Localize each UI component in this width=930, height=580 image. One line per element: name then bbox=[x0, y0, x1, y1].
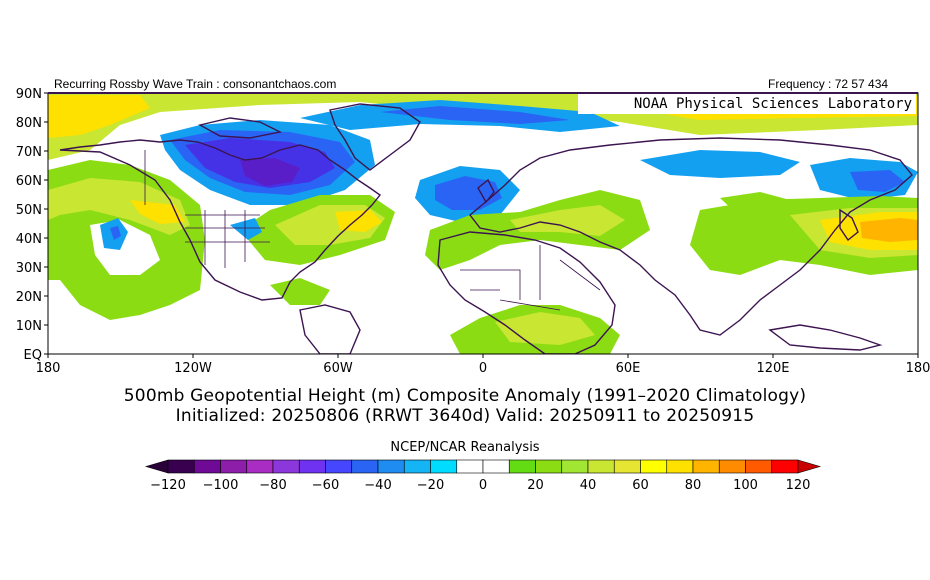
colorbar-tick-label: −60 bbox=[312, 478, 339, 493]
colorbar-swatch bbox=[718, 459, 746, 474]
colorbar-tick-label: −20 bbox=[417, 478, 444, 493]
colorbar-swatch bbox=[771, 459, 799, 474]
neg-pacific-small-core bbox=[110, 226, 121, 240]
lat-label: 80N bbox=[16, 116, 42, 131]
title-line-1: 500mb Geopotential Height (m) Composite … bbox=[123, 386, 807, 406]
colorbar-swatch bbox=[613, 459, 641, 474]
colorbar-swatch bbox=[430, 459, 458, 474]
colorbar-swatch bbox=[745, 459, 773, 474]
colorbar-under-arrow bbox=[144, 459, 169, 474]
colorbar-tick-label: 40 bbox=[580, 478, 597, 493]
pos-siberia-north bbox=[720, 192, 790, 212]
pos-caribbean bbox=[270, 278, 330, 305]
header-frequency: Frequency : 72 57 434 bbox=[768, 77, 889, 91]
coast-uk bbox=[477, 178, 495, 204]
lon-label: 60W bbox=[323, 361, 353, 376]
coast-north-america bbox=[59, 139, 382, 301]
colorbar-swatch bbox=[351, 459, 379, 474]
colorbar-swatch bbox=[403, 459, 431, 474]
colorbar: −120 −100 −80 −60 −40 −20 0 20 40 60 80 100 120 bbox=[144, 459, 822, 493]
pos-pacific-yellow bbox=[130, 200, 185, 224]
colorbar-swatch bbox=[193, 459, 221, 474]
lon-label: 120W bbox=[174, 361, 212, 376]
header-source: Recurring Rossby Wave Train : consonantc… bbox=[54, 77, 337, 91]
colorbar-tick-label: −80 bbox=[259, 478, 286, 493]
lat-label: 70N bbox=[16, 145, 42, 160]
lat-label: EQ bbox=[24, 348, 42, 363]
lon-label: 0 bbox=[479, 361, 487, 376]
coastlines bbox=[59, 103, 913, 354]
colorbar-tick-label: −120 bbox=[150, 478, 186, 493]
coast-africa-borders bbox=[460, 245, 601, 311]
coast-eurasia bbox=[469, 137, 913, 336]
colorbar-swatch bbox=[508, 459, 536, 474]
neg-far-east-core bbox=[850, 170, 905, 192]
colorbar-title: NCEP/NCAR Reanalysis bbox=[390, 440, 540, 455]
colorbar-swatch bbox=[456, 459, 484, 474]
coast-greenland bbox=[329, 103, 421, 171]
colorbar-swatch bbox=[692, 459, 720, 474]
pos-nw-pacific-orange bbox=[860, 218, 918, 242]
coast-us-borders bbox=[144, 150, 270, 268]
pos-us-east-yellow bbox=[335, 210, 382, 232]
colorbar-swatch bbox=[220, 459, 248, 474]
anomaly-fill bbox=[48, 93, 918, 354]
colorbar-swatch bbox=[587, 459, 615, 474]
coast-africa bbox=[437, 231, 616, 354]
colorbar-swatch bbox=[666, 459, 694, 474]
colorbar-swatch bbox=[298, 459, 326, 474]
colorbar-swatch bbox=[272, 459, 300, 474]
colorbar-swatch bbox=[167, 459, 195, 474]
lon-label: 180 bbox=[36, 361, 61, 376]
coast-arctic-islands bbox=[198, 117, 283, 139]
lon-label: 120E bbox=[756, 361, 789, 376]
coast-indonesia bbox=[768, 324, 883, 351]
lon-label: 180 bbox=[906, 361, 930, 376]
colorbar-tick-label: 120 bbox=[786, 478, 811, 493]
lat-label: 30N bbox=[16, 261, 42, 276]
neg-canada-darkest bbox=[240, 158, 300, 186]
neg-us-midwest bbox=[230, 218, 262, 240]
colorbar-swatch bbox=[325, 459, 353, 474]
neg-arctic-north-core bbox=[380, 106, 570, 124]
lat-label: 50N bbox=[16, 203, 42, 218]
neg-siberia bbox=[640, 150, 800, 178]
colorbar-swatch bbox=[561, 459, 589, 474]
colorbar-tick-label: −40 bbox=[364, 478, 391, 493]
latitude-ticks: 90N 80N 70N 60N 50N 40N 30N 20N 10N EQ bbox=[16, 87, 48, 363]
longitude-ticks: 180 120W 60W 0 60E 120E 180 bbox=[36, 354, 930, 376]
colorbar-swatch bbox=[640, 459, 668, 474]
lat-label: 20N bbox=[16, 290, 42, 305]
colorbar-tick-label: 60 bbox=[632, 478, 649, 493]
pos-europe-mid bbox=[510, 205, 625, 236]
lat-label: 40N bbox=[16, 232, 42, 247]
coast-south-america bbox=[299, 304, 361, 354]
colorbar-swatch bbox=[246, 459, 274, 474]
lon-label: 60E bbox=[616, 361, 641, 376]
colorbar-swatch bbox=[535, 459, 563, 474]
lat-label: 60N bbox=[16, 174, 42, 189]
coast-japan bbox=[839, 208, 859, 242]
colorbar-over-arrow bbox=[797, 459, 822, 474]
colorbar-tick-label: 100 bbox=[733, 478, 758, 493]
pos-arctic-yellow bbox=[48, 95, 150, 138]
lat-label: 10N bbox=[16, 319, 42, 334]
lab-label: NOAA Physical Sciences Laboratory bbox=[578, 94, 916, 114]
title-line-2: Initialized: 20250806 (RRWT 3640d) Valid… bbox=[175, 406, 755, 426]
colorbar-tick-label: 80 bbox=[685, 478, 702, 493]
lat-label: 90N bbox=[16, 87, 42, 102]
colorbar-tick-label: 0 bbox=[479, 478, 487, 493]
colorbar-swatch bbox=[377, 459, 405, 474]
colorbar-swatch bbox=[482, 459, 510, 474]
colorbar-tick-label: −100 bbox=[203, 478, 239, 493]
colorbar-tick-label: 20 bbox=[527, 478, 544, 493]
